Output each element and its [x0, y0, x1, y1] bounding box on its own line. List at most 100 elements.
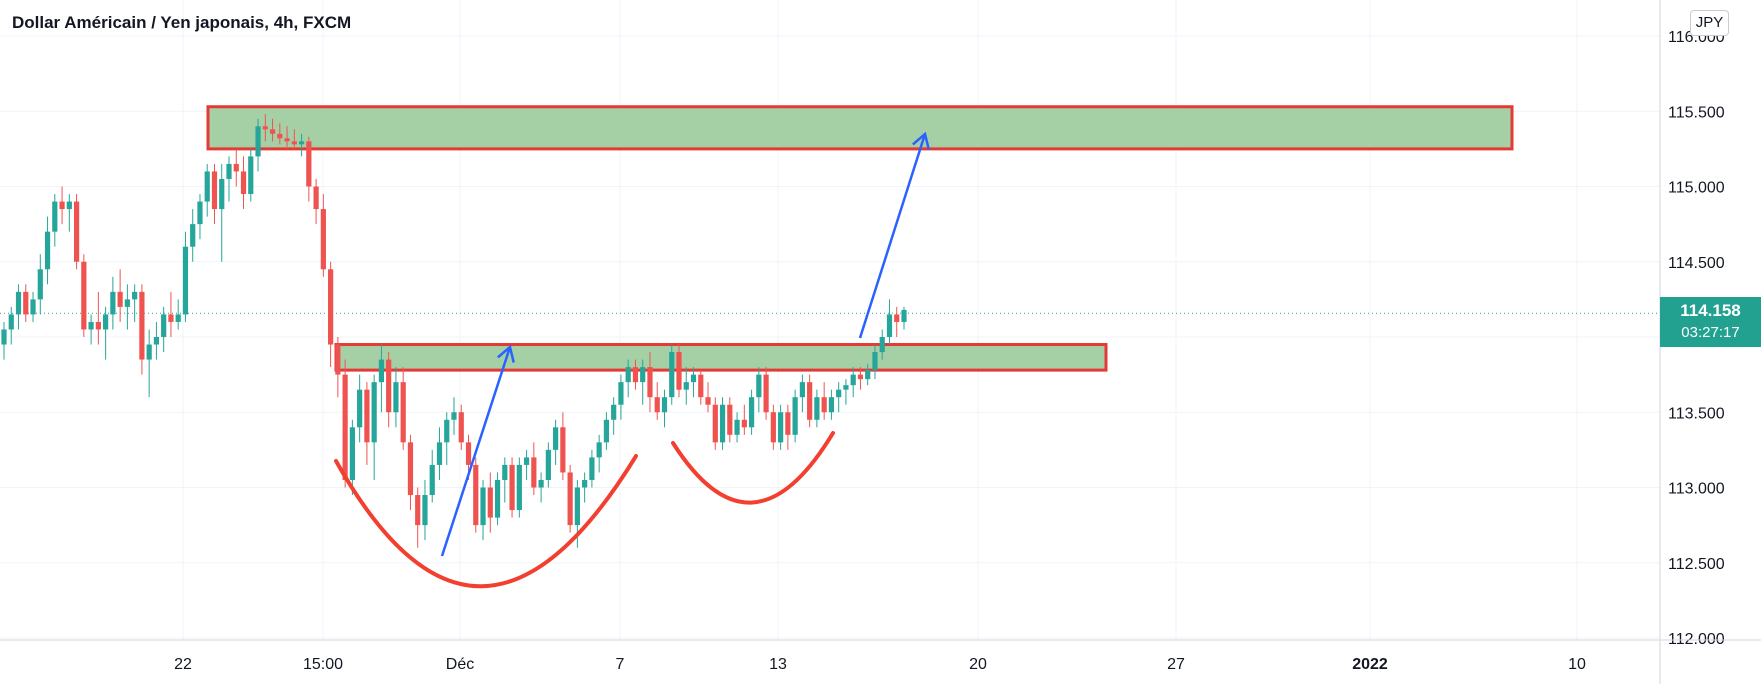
x-tick-label: 22: [174, 656, 192, 673]
candle-body: [458, 412, 464, 443]
candle-body: [211, 171, 218, 210]
arrow-head: [497, 344, 515, 363]
candle-body: [886, 314, 893, 337]
candles: [1, 114, 907, 548]
neckline-zone: [334, 343, 1108, 372]
candle-body: [117, 291, 123, 307]
candle-body: [850, 374, 856, 386]
candle-body: [603, 419, 610, 443]
candle-body: [618, 382, 624, 405]
candle-body: [8, 314, 14, 330]
candle-body: [255, 126, 261, 157]
breakout-arrow-left: [440, 344, 515, 557]
candle-body: [719, 404, 726, 443]
candle-body: [560, 427, 566, 473]
candle-body: [574, 487, 580, 526]
candle-body: [669, 352, 675, 398]
x-tick-label: 10: [1568, 656, 1586, 673]
candle-body: [901, 309, 907, 322]
candle-body: [756, 374, 762, 398]
x-tick-label: 13: [769, 656, 787, 673]
candle-body: [182, 246, 189, 315]
candle-body: [95, 321, 101, 330]
x-tick-label: 7: [616, 656, 625, 673]
candle-body: [828, 397, 835, 413]
candle-body: [320, 209, 326, 270]
bar-countdown: 03:27:17: [1681, 324, 1740, 341]
y-tick-label: 113.500: [1668, 405, 1725, 422]
candle-body: [778, 412, 784, 443]
candle-body: [436, 442, 443, 465]
candle-body: [313, 186, 319, 210]
candle-body: [146, 344, 152, 360]
candle-body: [219, 178, 225, 210]
candle-body: [52, 201, 58, 232]
candle-body: [734, 419, 740, 435]
candle-body: [386, 359, 392, 413]
zones: [206, 105, 1514, 372]
candle-body: [240, 171, 247, 195]
candle-body: [422, 495, 428, 526]
candle-body: [248, 156, 254, 195]
candle-body: [132, 291, 138, 300]
right-bottom-curve: [671, 431, 835, 505]
candle-body: [654, 397, 660, 413]
candle-body: [110, 291, 116, 315]
x-tick-label: 2022: [1352, 656, 1388, 673]
x-tick-label: Déc: [446, 656, 474, 673]
candle-body: [727, 404, 733, 435]
candle-body: [632, 367, 639, 383]
candle-body: [872, 352, 878, 371]
candle-body: [378, 359, 385, 383]
candle-body: [139, 291, 145, 360]
candle-body: [712, 404, 718, 443]
candle-body: [284, 138, 290, 142]
candle-body: [262, 126, 268, 130]
candle-body: [37, 269, 43, 300]
candle-body: [23, 291, 29, 315]
grid: [0, 0, 1660, 640]
candle-body: [407, 442, 414, 496]
candle-body: [175, 314, 181, 322]
candle-body: [865, 370, 871, 380]
candle-body: [451, 412, 457, 420]
candle-body: [190, 224, 196, 247]
candle-body: [683, 382, 689, 390]
candle-body: [473, 464, 479, 526]
candle-body: [531, 457, 537, 488]
candle-body: [364, 389, 370, 443]
candle-body: [553, 427, 559, 450]
candle-body: [328, 269, 334, 345]
candle-body: [698, 374, 704, 398]
candle-body: [596, 442, 602, 458]
arrow-shaft: [858, 133, 927, 339]
candle-body: [748, 397, 755, 428]
candle-body: [814, 397, 820, 420]
last-price-label: 114.158 03:27:17: [1660, 297, 1761, 347]
candle-body: [88, 321, 94, 330]
candle-body: [611, 404, 617, 420]
candle-body: [44, 231, 51, 270]
last-price-value: 114.158: [1680, 301, 1741, 320]
candle-body: [371, 382, 377, 443]
arrow-shaft: [440, 346, 512, 557]
candle-body: [465, 442, 472, 465]
candle-body: [516, 464, 522, 511]
candle-body: [502, 464, 508, 480]
candle-body: [807, 382, 813, 420]
candle-body: [298, 141, 305, 145]
currency-badge[interactable]: JPY: [1690, 10, 1729, 36]
candle-body: [429, 464, 435, 496]
y-tick-label: 113.000: [1668, 481, 1725, 498]
candle-body: [589, 457, 595, 480]
candle-body: [567, 472, 573, 526]
candle-body: [763, 374, 769, 413]
candle-body: [197, 201, 203, 225]
left-bottom-curve: [334, 454, 638, 589]
candle-body: [770, 412, 776, 443]
candle-body: [342, 374, 348, 480]
candle-body: [291, 141, 297, 145]
candle-body: [792, 397, 798, 435]
